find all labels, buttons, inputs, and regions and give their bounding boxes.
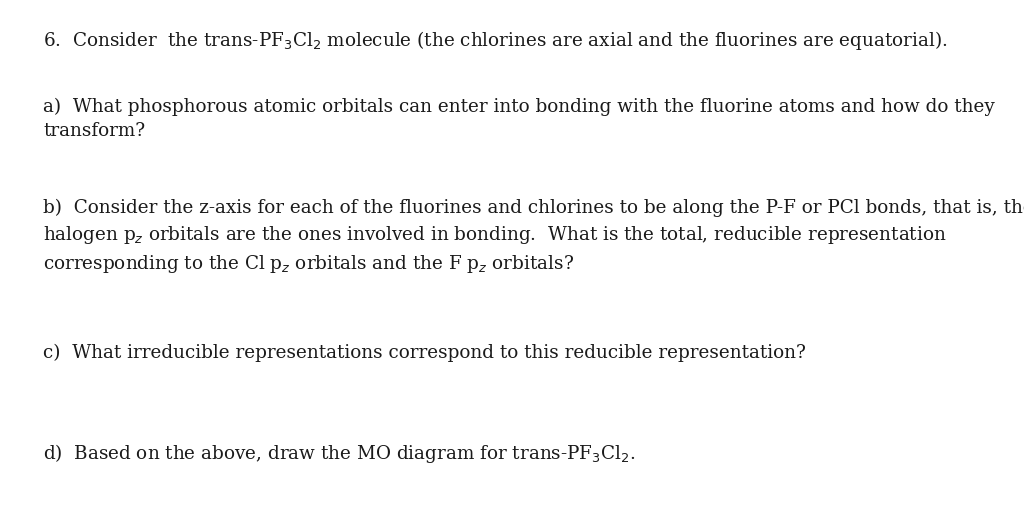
Text: d)  Based on the above, draw the MO diagram for trans-PF$_3$Cl$_2$.: d) Based on the above, draw the MO diagr… [43, 442, 636, 464]
Text: c)  What irreducible representations correspond to this reducible representation: c) What irreducible representations corr… [43, 344, 806, 362]
Text: a)  What phosphorous atomic orbitals can enter into bonding with the fluorine at: a) What phosphorous atomic orbitals can … [43, 98, 994, 140]
Text: b)  Consider the z-axis for each of the fluorines and chlorines to be along the : b) Consider the z-axis for each of the f… [43, 198, 1024, 275]
Text: 6.  Consider  the trans-PF$_3$Cl$_2$ molecule (the chlorines are axial and the f: 6. Consider the trans-PF$_3$Cl$_2$ molec… [43, 29, 947, 52]
